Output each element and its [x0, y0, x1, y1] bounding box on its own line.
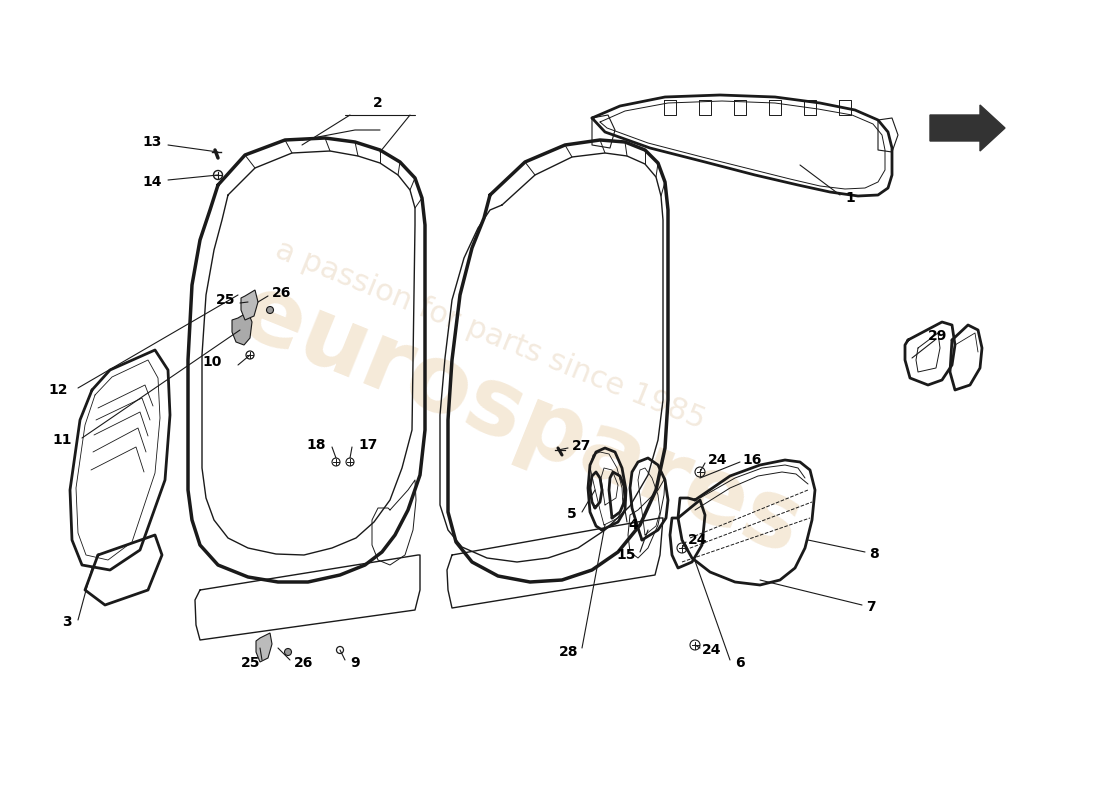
Text: a passion for parts since 1985: a passion for parts since 1985 — [271, 235, 710, 435]
Polygon shape — [930, 105, 1005, 151]
Text: 3: 3 — [63, 615, 72, 629]
Polygon shape — [256, 633, 272, 662]
Text: 26: 26 — [272, 286, 292, 300]
Text: 2: 2 — [373, 96, 383, 110]
Text: 10: 10 — [202, 355, 222, 369]
Text: 14: 14 — [143, 175, 162, 189]
Text: 8: 8 — [869, 547, 879, 561]
Circle shape — [266, 306, 274, 314]
Text: 26: 26 — [294, 656, 313, 670]
Text: 5: 5 — [568, 507, 578, 521]
Text: 4: 4 — [628, 518, 638, 532]
Text: 28: 28 — [559, 645, 578, 659]
Text: 9: 9 — [350, 656, 360, 670]
Text: 29: 29 — [928, 329, 948, 343]
Text: 1: 1 — [845, 191, 855, 205]
Text: 25: 25 — [216, 293, 235, 307]
Text: 24: 24 — [688, 533, 707, 547]
Polygon shape — [232, 312, 252, 345]
Text: 12: 12 — [48, 383, 68, 397]
Text: 27: 27 — [572, 439, 592, 453]
Text: 11: 11 — [53, 433, 72, 447]
Text: 24: 24 — [702, 643, 722, 657]
Polygon shape — [241, 290, 258, 320]
Circle shape — [285, 649, 292, 655]
Text: 18: 18 — [307, 438, 326, 452]
Text: 25: 25 — [241, 656, 260, 670]
Text: 13: 13 — [143, 135, 162, 149]
Text: 6: 6 — [735, 656, 745, 670]
Text: 15: 15 — [616, 548, 636, 562]
Text: 24: 24 — [708, 453, 727, 467]
Text: eurospares: eurospares — [226, 266, 814, 574]
Text: 16: 16 — [742, 453, 761, 467]
Text: 17: 17 — [358, 438, 377, 452]
Text: 7: 7 — [866, 600, 876, 614]
